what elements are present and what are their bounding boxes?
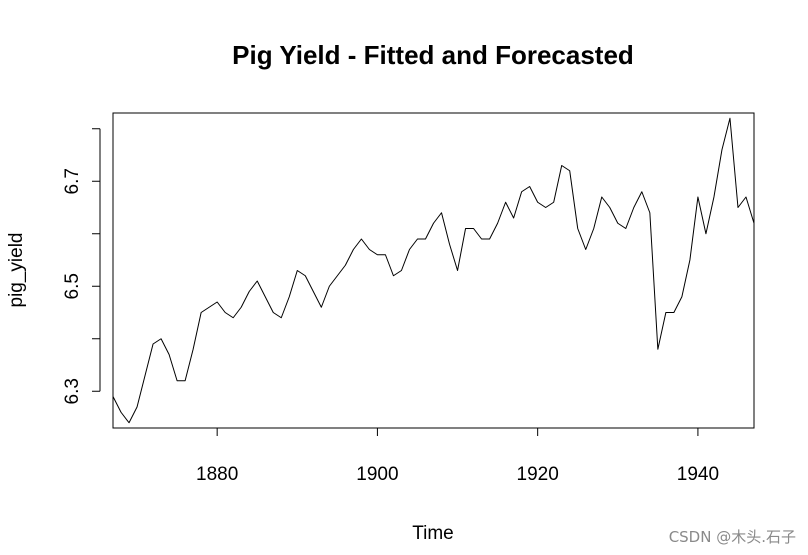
chart-title: Pig Yield - Fitted and Forecasted [232, 40, 634, 70]
x-tick-label: 1900 [356, 464, 398, 485]
watermark: CSDN @木头.石子 [668, 528, 796, 546]
y-axis: 6.3 6.5 6.7 [62, 128, 101, 404]
x-axis-label: Time [412, 523, 454, 544]
plot-frame [112, 112, 755, 429]
y-tick-label: 6.5 [62, 273, 83, 299]
y-tick-label: 6.3 [62, 378, 83, 404]
series-line [112, 117, 755, 424]
x-tick-label: 1920 [517, 464, 559, 485]
y-axis-label: pig_yield [6, 233, 27, 308]
series-layer [112, 117, 755, 424]
x-axis: 1880 1900 1920 1940 [196, 427, 719, 485]
x-tick-label: 1940 [677, 464, 719, 485]
y-tick-label: 6.7 [62, 168, 83, 194]
x-tick-label: 1880 [196, 464, 238, 485]
